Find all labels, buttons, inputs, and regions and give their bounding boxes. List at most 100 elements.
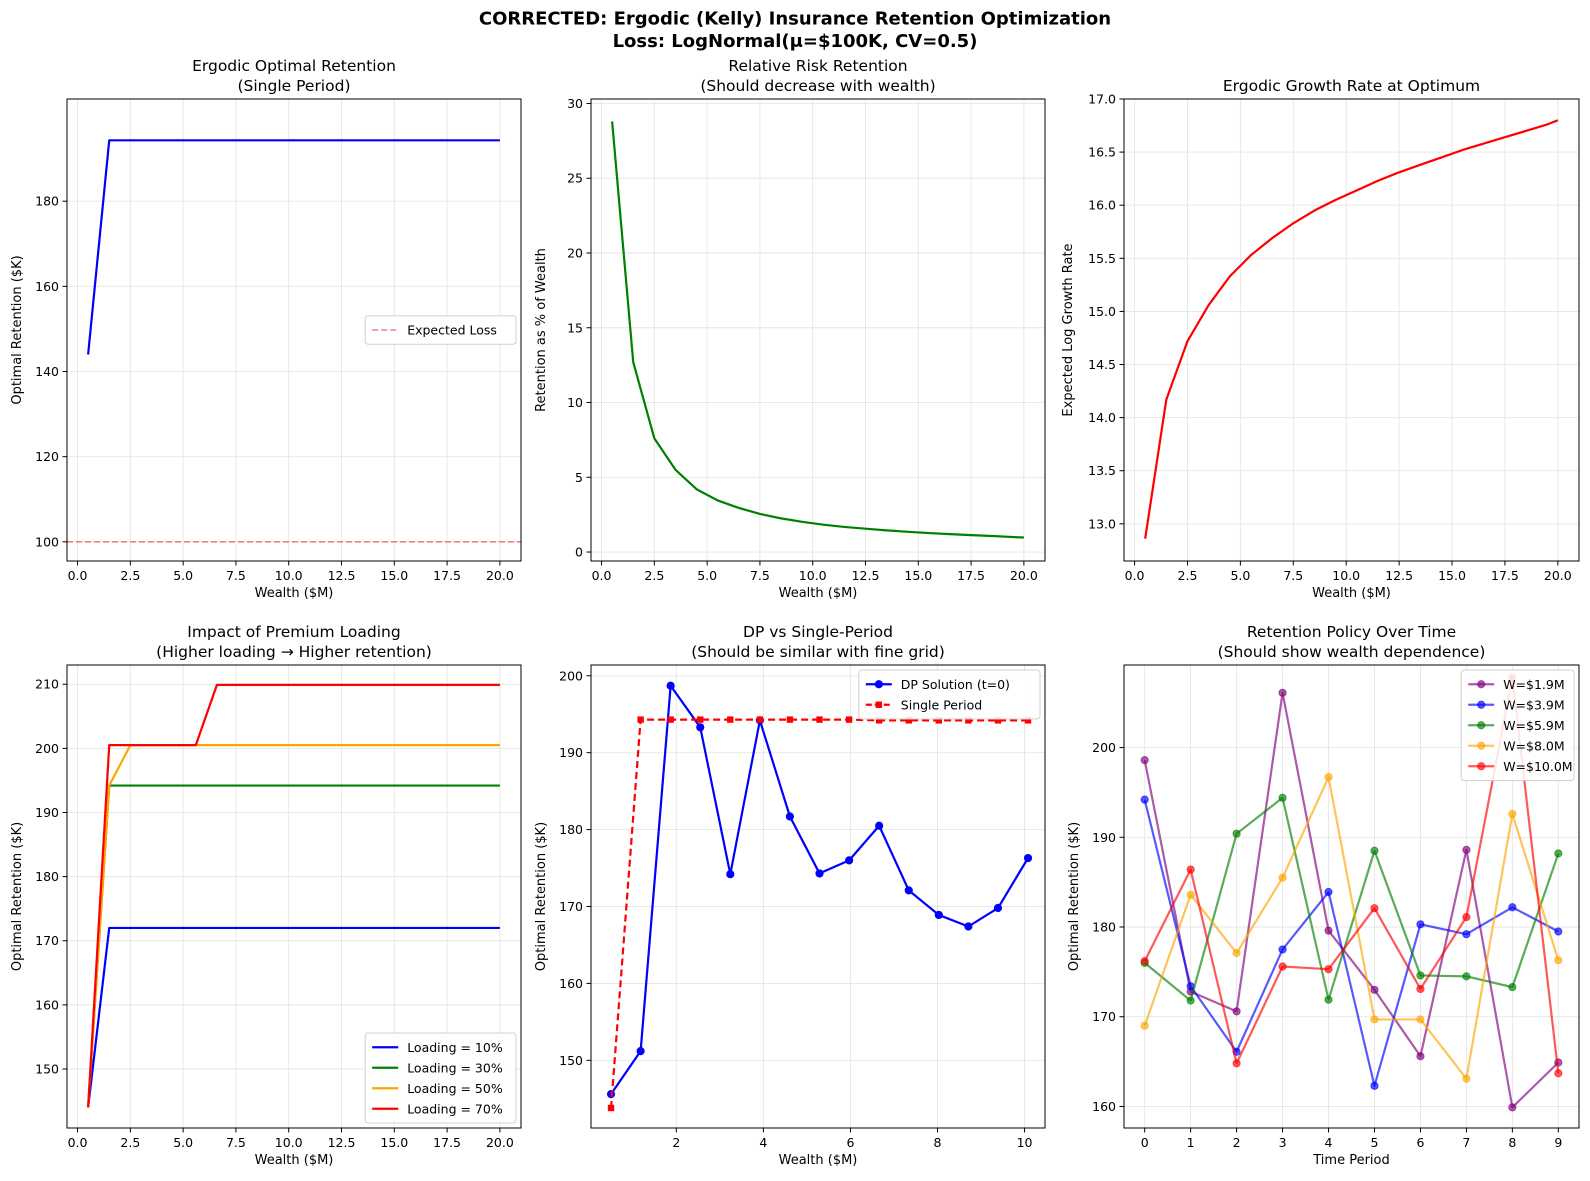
x-tick-label: 7.5 xyxy=(750,568,770,583)
data-point xyxy=(935,717,942,724)
data-point xyxy=(1140,795,1149,804)
data-point xyxy=(636,1046,645,1056)
y-tick-label: 150 xyxy=(559,1053,583,1068)
y-tick-label: 190 xyxy=(1092,830,1116,845)
data-point xyxy=(1370,1081,1379,1090)
axes-frame xyxy=(1123,98,1580,562)
subplot-p4: 0.0 2.5 5.0 7.5 10.0 12.5 15.0 17.5 20.0 150 160 17… xyxy=(10,623,522,1168)
data-point xyxy=(1232,829,1241,838)
subplots: 0.0 2.5 5.0 7.5 10.0 12.5 15.0 17.5 20.010012014… xyxy=(10,57,1580,1168)
series-line xyxy=(1143,776,1560,1080)
data-point xyxy=(786,716,794,723)
x-tick-label: 7.5 xyxy=(226,568,246,583)
x-tick-label: 5.0 xyxy=(1230,568,1250,583)
data-point xyxy=(1462,972,1471,981)
y-tick-label: 15 xyxy=(567,320,583,335)
figure-title-line2: Loss: LogNormal(μ=$100K, CV=0.5) xyxy=(613,31,978,52)
data-point xyxy=(845,716,853,723)
legend-label: Loading = 70% xyxy=(407,1101,503,1116)
data-point xyxy=(1024,717,1032,724)
data-point xyxy=(815,869,824,878)
y-tick-label: 180 xyxy=(35,194,59,209)
data-layer xyxy=(611,121,1024,539)
subplot-title: DP vs Single-Period xyxy=(743,623,893,641)
y-tick-label: 15.5 xyxy=(1088,251,1116,266)
x-tick-label: 8 xyxy=(934,1135,942,1150)
x-tick-label: 0.0 xyxy=(68,568,88,583)
series-line xyxy=(611,121,1024,539)
series-optimal-retention xyxy=(87,139,500,355)
data-point xyxy=(934,910,943,920)
data-layer xyxy=(1144,119,1559,539)
data-point xyxy=(1186,996,1195,1005)
data-point xyxy=(845,856,854,865)
legend-label: Single Period xyxy=(901,697,982,712)
data-point xyxy=(666,681,675,690)
data-point xyxy=(727,716,734,723)
legend-marker xyxy=(875,701,882,708)
x-tick-label: 0.0 xyxy=(1125,568,1145,583)
axes-frame xyxy=(66,98,522,562)
x-tick-label: 7.5 xyxy=(1283,568,1303,583)
data-point xyxy=(905,717,912,724)
x-tick-label: 5 xyxy=(1371,1135,1379,1150)
y-tick-label: 30 xyxy=(567,96,583,111)
y-tick-label: 200 xyxy=(35,741,59,756)
x-tick-label: 20.0 xyxy=(1544,568,1572,583)
data-point xyxy=(1508,1103,1517,1112)
legend-marker xyxy=(1477,721,1486,730)
axes-frame xyxy=(66,664,522,1129)
x-axis-label: Wealth ($M) xyxy=(255,586,334,601)
data-point xyxy=(1554,849,1563,858)
x-tick-label: 10.0 xyxy=(275,568,303,583)
series-line xyxy=(87,926,500,1108)
series-loading-70 xyxy=(87,683,500,1108)
legend-entry: Loading = 30% xyxy=(372,1060,503,1075)
y-tick-label: 20 xyxy=(567,246,583,261)
x-tick-label: 17.5 xyxy=(433,1135,461,1150)
data-point xyxy=(726,870,735,879)
y-tick-label: 190 xyxy=(35,805,59,820)
subplot-title: (Should decrease with wealth) xyxy=(700,77,935,95)
data-point xyxy=(993,903,1003,913)
data-point xyxy=(816,716,823,723)
series-line xyxy=(87,744,500,1108)
data-point xyxy=(1462,845,1471,854)
series-growth-rate xyxy=(1144,119,1559,539)
data-point xyxy=(756,716,764,723)
data-point xyxy=(1370,846,1379,855)
x-tick-label: 9 xyxy=(1554,1135,1562,1150)
legend-marker xyxy=(1477,741,1486,750)
legend: DP Solution (t=0) Single Period xyxy=(858,669,1041,720)
legend-label: Expected Loss xyxy=(407,323,497,338)
data-point xyxy=(1324,965,1333,974)
data-layer xyxy=(1140,673,1563,1112)
legend-entry: Loading = 10% xyxy=(372,1040,503,1055)
data-point xyxy=(875,717,883,724)
data-point xyxy=(1416,1052,1425,1061)
y-tick-label: 15.0 xyxy=(1088,304,1116,319)
x-tick-label: 12.5 xyxy=(1385,568,1413,583)
x-tick-label: 2.5 xyxy=(120,1135,140,1150)
x-tick-label: 15.0 xyxy=(380,1135,408,1150)
x-tick-label: 12.5 xyxy=(328,568,356,583)
x-tick-label: 4 xyxy=(759,1135,767,1150)
y-tick-label: 140 xyxy=(35,364,59,379)
plot-area xyxy=(591,99,1045,561)
series-w-8-0m xyxy=(1140,773,1563,1083)
x-tick-label: 2 xyxy=(1233,1135,1241,1150)
subplot-p6: 0 1 2 3 4 5 6 7 8 9 160 170 180 190 200 Retention Polic… xyxy=(1067,623,1580,1168)
x-tick-label: 17.5 xyxy=(957,568,985,583)
legend-label: W=$3.9M xyxy=(1503,697,1564,712)
plot-area xyxy=(591,665,1045,1128)
figure-title-line1: CORRECTED: Ergodic (Kelly) Insurance Ret… xyxy=(479,9,1111,30)
series-line xyxy=(1144,119,1559,539)
x-tick-label: 2.5 xyxy=(120,568,140,583)
data-point xyxy=(1508,903,1517,912)
x-tick-label: 6 xyxy=(846,1135,854,1150)
y-tick-label: 14.0 xyxy=(1088,410,1116,425)
data-point xyxy=(667,716,674,723)
series-single-period xyxy=(607,716,1032,1112)
data-point xyxy=(1140,1021,1149,1030)
legend-entry: W=$10.0M xyxy=(1468,759,1573,774)
